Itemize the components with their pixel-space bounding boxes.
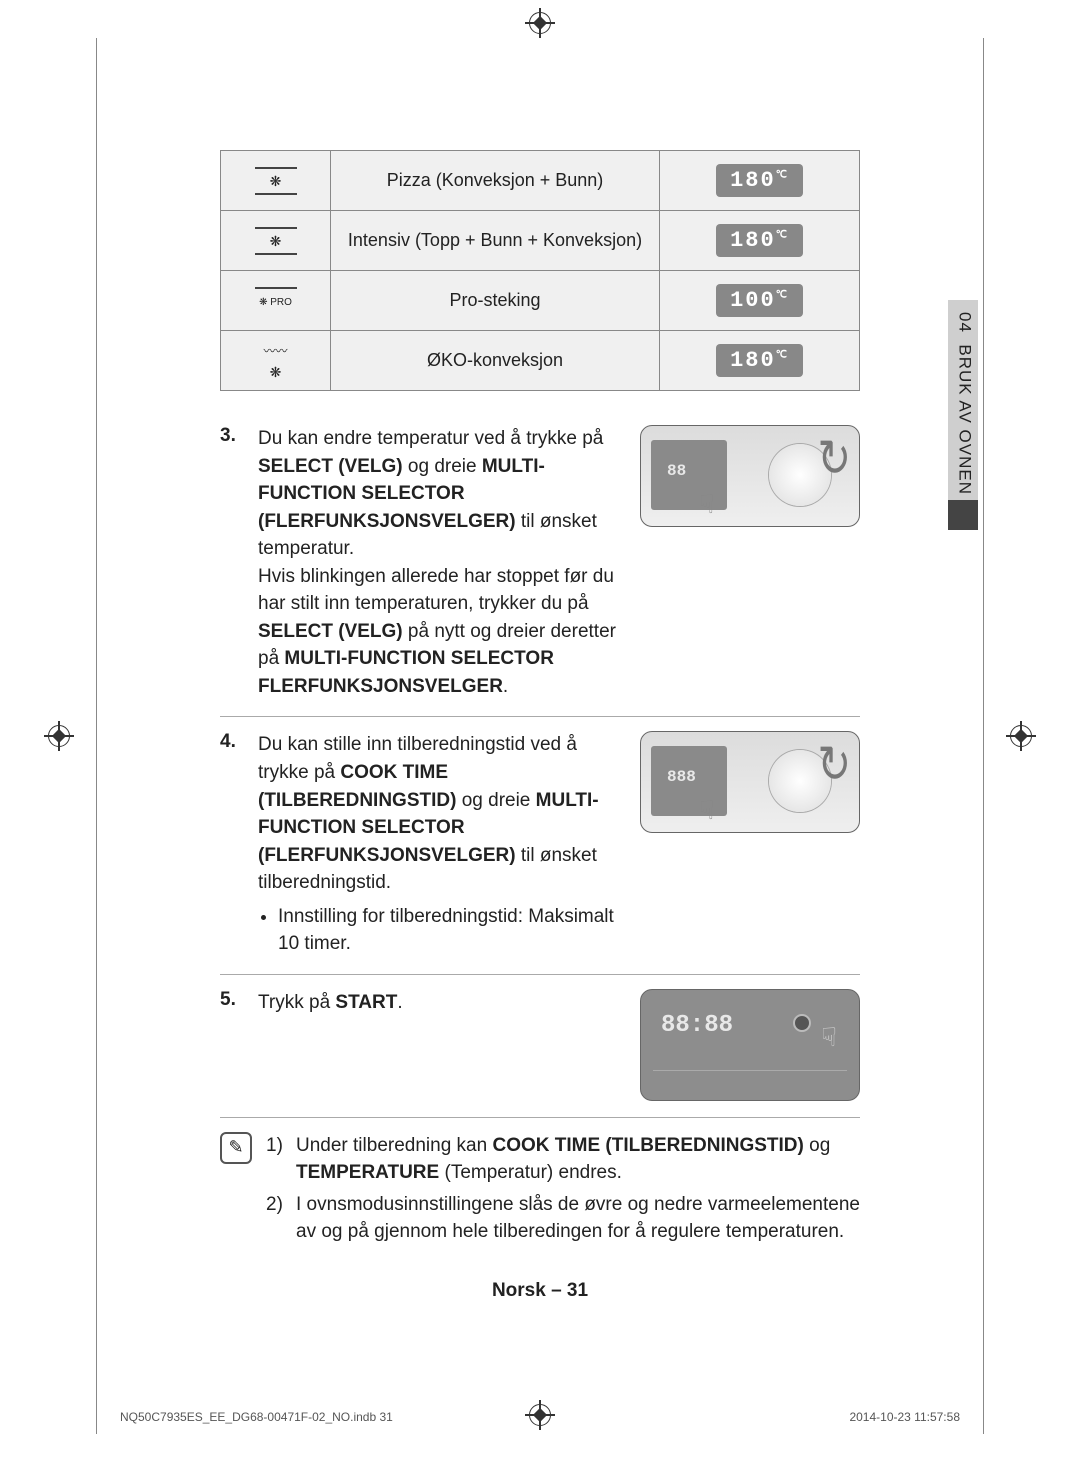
oven-mode-icon: ❋ [255, 167, 297, 195]
rotate-arrow-icon: ↻ [817, 736, 851, 796]
registration-mark-left [48, 725, 70, 747]
mode-temp-cell: 180℃ [660, 151, 860, 211]
registration-mark-right [1010, 725, 1032, 747]
notes-row: ✎ 1) Under tilberedning kan COOK TIME (T… [220, 1118, 860, 1266]
mode-temp-cell: 180℃ [660, 211, 860, 271]
table-row: 〰〰❋ ØKO-konveksjon 180℃ [221, 331, 860, 391]
temperature-display: 180℃ [716, 224, 803, 257]
side-tab-section: 04 [956, 312, 975, 333]
hand-press-icon: ☟ [699, 489, 715, 520]
cooking-modes-table: ❋ Pizza (Konveksjon + Bunn) 180℃ ❋ Intensiv … [220, 150, 860, 391]
note-number: 1) [266, 1132, 288, 1187]
instruction-steps: 3. Du kan endre temperatur ved å trykke … [220, 411, 860, 1266]
step-number: 3. [220, 425, 244, 447]
mode-label-cell: Pizza (Konveksjon + Bunn) [331, 151, 660, 211]
mode-temp-cell: 180℃ [660, 331, 860, 391]
print-timestamp: 2014-10-23 11:57:58 [849, 1410, 960, 1424]
step-4: 4. Du kan stille inn tilberedningstid ve… [220, 717, 860, 974]
table-row: ❋ Intensiv (Topp + Bunn + Konveksjon) 180℃ [221, 211, 860, 271]
mode-icon-cell: ❋ [221, 151, 331, 211]
mode-label-cell: Pro-steking [331, 271, 660, 331]
mode-icon-cell: 〰〰❋ [221, 331, 331, 391]
oven-mode-icon: ❋ PRO [255, 287, 297, 315]
note-icon: ✎ [220, 1132, 252, 1164]
oven-start-illustration: 88:88 ☟ [640, 989, 860, 1101]
hand-press-icon: ☟ [821, 1022, 837, 1053]
start-button-icon [793, 1014, 811, 1032]
table-row: ❋ PRO Pro-steking 100℃ [221, 271, 860, 331]
rotate-arrow-icon: ↻ [817, 429, 851, 489]
mode-icon-cell: ❋ [221, 211, 331, 271]
mode-temp-cell: 100℃ [660, 271, 860, 331]
page-content: ❋ Pizza (Konveksjon + Bunn) 180℃ ❋ Intensiv … [220, 150, 860, 1266]
step-3: 3. Du kan endre temperatur ved å trykke … [220, 411, 860, 717]
step-text: Trykk på START. [258, 989, 626, 1017]
hand-press-icon: ☟ [699, 795, 715, 826]
oven-panel-illustration: 888 ↻ ☟ [640, 731, 860, 833]
oven-mode-icon: ❋ [255, 227, 297, 255]
oven-panel-illustration: 88 ↻ ☟ [640, 425, 860, 527]
print-metadata: NQ50C7935ES_EE_DG68-00471F-02_NO.indb 31… [120, 1410, 960, 1424]
temperature-display: 180℃ [716, 164, 803, 197]
table-row: ❋ Pizza (Konveksjon + Bunn) 180℃ [221, 151, 860, 211]
temperature-display: 100℃ [716, 284, 803, 317]
side-tab-title: BRUK AV OVNEN [956, 344, 975, 495]
step-number: 5. [220, 989, 244, 1011]
mode-icon-cell: ❋ PRO [221, 271, 331, 331]
step-text: Du kan stille inn tilberedningstid ved å… [258, 731, 626, 957]
step-text: Du kan endre temperatur ved å trykke på … [258, 425, 626, 700]
oven-mode-icon: 〰〰❋ [255, 339, 297, 367]
note-number: 2) [266, 1191, 288, 1246]
mode-label-cell: ØKO-konveksjon [331, 331, 660, 391]
registration-mark-top [529, 12, 551, 34]
section-side-tab: 04 BRUK AV OVNEN [948, 300, 978, 530]
step-number: 4. [220, 731, 244, 753]
notes-content: 1) Under tilberedning kan COOK TIME (TIL… [266, 1132, 860, 1250]
step-5: 5. Trykk på START. 88:88 ☟ [220, 975, 860, 1118]
mode-label-cell: Intensiv (Topp + Bunn + Konveksjon) [331, 211, 660, 271]
page-footer: Norsk – 31 [0, 1280, 1080, 1302]
print-filename: NQ50C7935ES_EE_DG68-00471F-02_NO.indb 31 [120, 1410, 393, 1424]
temperature-display: 180℃ [716, 344, 803, 377]
step-4-bullet: Innstilling for tilberedningstid: Maksim… [278, 903, 626, 958]
